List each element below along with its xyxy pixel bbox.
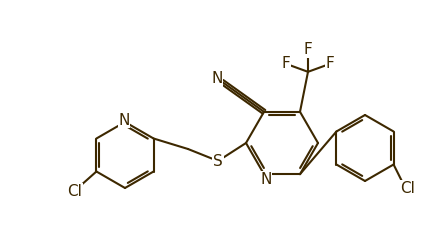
Text: N: N (211, 71, 223, 86)
Text: F: F (282, 56, 290, 71)
Text: F: F (304, 42, 312, 57)
Text: Cl: Cl (400, 181, 415, 196)
Text: Cl: Cl (67, 184, 82, 199)
Text: S: S (213, 154, 223, 169)
Text: N: N (260, 172, 271, 187)
Text: N: N (118, 113, 130, 128)
Text: F: F (326, 56, 334, 71)
